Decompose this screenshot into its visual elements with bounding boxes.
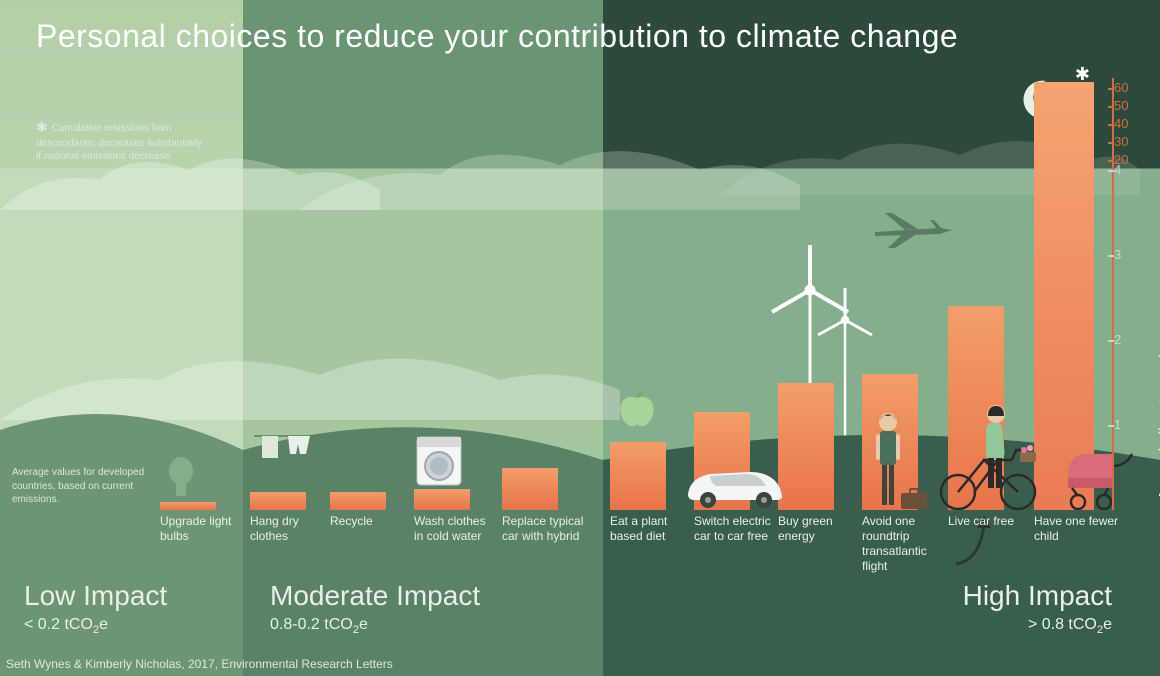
bar-label: Recycle <box>330 514 412 529</box>
bar-label: Have one fewer child <box>1034 514 1120 544</box>
recycle-icon <box>336 444 378 486</box>
axis-tick: 60 <box>1114 80 1152 95</box>
bar-label: Upgrade light bulbs <box>160 514 242 544</box>
washing-machine-icon <box>416 436 462 486</box>
axis-tick: 50 <box>1114 98 1152 113</box>
impact-label: Low Impact <box>24 580 167 612</box>
impact-heading-high: High Impact > 0.8 tCO2e <box>963 580 1112 636</box>
bar-label: Eat a plant based diet <box>610 514 692 544</box>
clothesline-icon <box>254 432 324 476</box>
bar-label: Buy green energy <box>778 514 860 544</box>
bar-label: Switch electric car to car free <box>694 514 776 544</box>
impact-range: < 0.2 tCO2e <box>24 616 108 633</box>
briefcase-icon <box>900 488 928 510</box>
bar-labels-row: Upgrade light bulbs Hang dry clothesRecyc… <box>0 512 1160 572</box>
axis-tick: 1 <box>1114 417 1152 432</box>
apple-icon <box>618 388 656 428</box>
bar-label: Replace typical car with hybrid <box>502 514 584 544</box>
axis-tick: 40 <box>1114 116 1152 131</box>
bar-label: Avoid one roundtrip transatlantic flight <box>862 514 944 574</box>
impact-range: > 0.8 tCO2e <box>1028 616 1112 633</box>
impact-heading-low: Low Impact < 0.2 tCO2e <box>24 580 167 636</box>
axis-tick: 30 <box>1114 134 1152 149</box>
lightbulb-icon <box>166 456 196 500</box>
impact-label: High Impact <box>963 580 1112 612</box>
impact-label: Moderate Impact <box>270 580 480 612</box>
bar <box>610 442 666 510</box>
axis-label-text: Annual climate savings <box>1156 327 1160 501</box>
bar <box>414 489 470 510</box>
car-icon <box>680 458 790 510</box>
bar-label: Hang dry clothes <box>250 514 332 544</box>
axis-tick: 2 <box>1114 332 1152 347</box>
bar <box>250 492 306 510</box>
bar-label: Live car free <box>948 514 1030 529</box>
bar-label: Wash clothes in cold water <box>414 514 496 544</box>
bar <box>330 492 386 510</box>
bicycle-person-icon <box>934 400 1044 510</box>
bar <box>502 468 558 511</box>
asterisk-icon: ✱ <box>1075 64 1090 85</box>
y-axis: 12342030405060 Annual climate savings (t… <box>1110 78 1152 510</box>
axis-tick: 20 <box>1114 152 1152 167</box>
impact-heading-moderate: Moderate Impact 0.8-0.2 tCO2e <box>270 580 480 636</box>
infographic-canvas: Personal choices to reduce your contribu… <box>0 0 1160 676</box>
impact-range: 0.8-0.2 tCO2e <box>270 616 368 633</box>
axis-label: Annual climate savings (tCO₂e) <box>1156 278 1160 501</box>
bar <box>160 502 216 511</box>
credit-line: Seth Wynes & Kimberly Nicholas, 2017, En… <box>6 656 393 672</box>
axis-tick: 3 <box>1114 247 1152 262</box>
